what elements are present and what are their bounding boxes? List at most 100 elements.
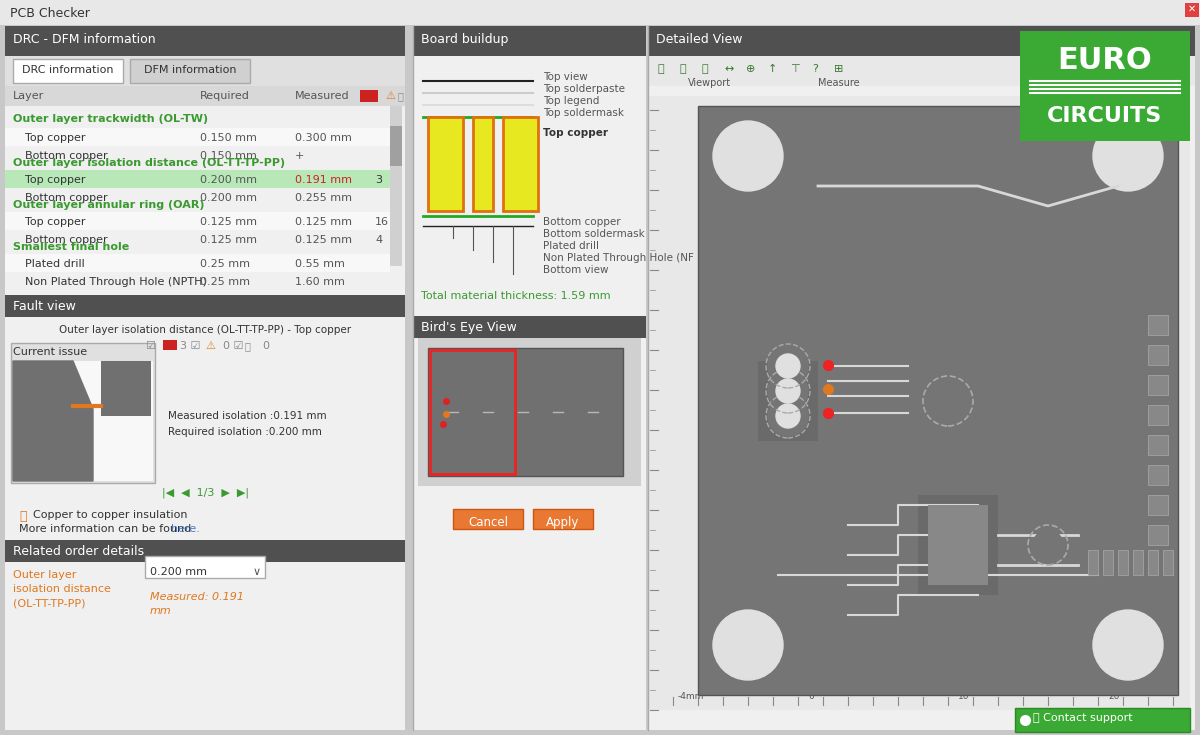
Text: Smallest final hole: Smallest final hole <box>13 242 130 252</box>
Circle shape <box>776 404 800 428</box>
Text: ⊤: ⊤ <box>790 64 799 74</box>
Text: +: + <box>295 151 305 161</box>
Bar <box>454 509 523 529</box>
Circle shape <box>1093 121 1163 191</box>
Bar <box>360 90 378 102</box>
Circle shape <box>776 379 800 403</box>
Bar <box>430 350 515 474</box>
Text: 🔍: 🔍 <box>658 64 665 74</box>
Circle shape <box>713 121 784 191</box>
Text: 0.125 mm: 0.125 mm <box>200 217 257 227</box>
Bar <box>1133 550 1142 575</box>
Text: ☑: ☑ <box>145 341 155 351</box>
Bar <box>1186 3 1199 17</box>
Text: 0.200 mm: 0.200 mm <box>200 175 257 185</box>
Circle shape <box>768 346 808 386</box>
Text: Non Plated Through Hole (NF: Non Plated Through Hole (NF <box>542 253 694 263</box>
Bar <box>5 86 406 106</box>
Text: 0.200 mm: 0.200 mm <box>200 193 257 203</box>
Text: More information can be found: More information can be found <box>19 524 194 534</box>
Bar <box>428 348 623 476</box>
Text: Top copper: Top copper <box>25 175 85 185</box>
Bar <box>698 106 1178 695</box>
Bar <box>648 96 1190 710</box>
Text: ⚠: ⚠ <box>385 91 395 101</box>
Bar <box>5 56 406 86</box>
Text: ∨: ∨ <box>253 567 262 577</box>
Text: Copper to copper insulation: Copper to copper insulation <box>34 510 187 520</box>
Text: ⚠: ⚠ <box>205 341 215 351</box>
Text: 0.125 mm: 0.125 mm <box>200 235 257 245</box>
Bar <box>648 56 1195 86</box>
Text: isolation distance: isolation distance <box>13 584 110 594</box>
Bar <box>130 59 250 83</box>
Bar <box>5 295 406 505</box>
Text: Layer: Layer <box>13 91 44 101</box>
Circle shape <box>1033 530 1063 560</box>
Bar <box>5 128 390 146</box>
Text: 0.150 mm: 0.150 mm <box>200 133 257 143</box>
Text: ↔: ↔ <box>724 64 733 74</box>
Text: Top copper: Top copper <box>25 133 85 143</box>
Bar <box>648 26 1195 56</box>
Text: Bottom copper: Bottom copper <box>25 193 108 203</box>
Bar <box>5 26 406 56</box>
Circle shape <box>768 396 808 436</box>
Text: Bottom soldermask: Bottom soldermask <box>542 229 644 239</box>
Text: 🔍: 🔍 <box>680 64 686 74</box>
Text: |◀  ◀  1/3  ▶  ▶|: |◀ ◀ 1/3 ▶ ▶| <box>162 488 248 498</box>
Text: 0.25 mm: 0.25 mm <box>200 259 250 269</box>
Text: Bottom copper: Bottom copper <box>542 217 620 227</box>
Bar <box>758 361 818 441</box>
Polygon shape <box>13 361 94 481</box>
Bar <box>101 361 151 416</box>
Text: 0.150 mm: 0.150 mm <box>200 151 257 161</box>
Circle shape <box>776 354 800 378</box>
Text: 0: 0 <box>808 692 814 701</box>
Text: 10: 10 <box>958 692 970 701</box>
Text: Top copper: Top copper <box>25 217 85 227</box>
Text: 💡: 💡 <box>19 510 26 523</box>
Circle shape <box>1093 610 1163 680</box>
Bar <box>413 26 646 56</box>
Bar <box>1148 495 1168 515</box>
Text: here.: here. <box>172 524 200 534</box>
Text: 0.200 mm: 0.200 mm <box>150 567 208 577</box>
Bar <box>473 117 493 211</box>
Text: Measured isolation :0.191 mm: Measured isolation :0.191 mm <box>168 411 326 421</box>
Text: Related order details: Related order details <box>13 545 144 558</box>
Bar <box>1148 375 1168 395</box>
Bar <box>1020 31 1190 141</box>
Text: Plated drill: Plated drill <box>542 241 599 251</box>
Bar <box>145 556 265 578</box>
Text: 0 ☑: 0 ☑ <box>223 341 244 351</box>
Text: CIRCUITS: CIRCUITS <box>1048 106 1163 126</box>
Text: ↑: ↑ <box>768 64 778 74</box>
Bar <box>1148 405 1168 425</box>
Text: 16: 16 <box>374 217 389 227</box>
Circle shape <box>928 381 968 421</box>
Bar <box>5 295 406 317</box>
Bar <box>390 106 402 266</box>
Text: Bottom view: Bottom view <box>542 265 608 275</box>
Text: ✕: ✕ <box>1188 4 1196 14</box>
Text: Viewport: Viewport <box>688 78 731 88</box>
Bar <box>5 146 390 164</box>
Bar <box>1148 550 1158 575</box>
Bar <box>13 59 124 83</box>
Bar <box>1118 550 1128 575</box>
Text: Top copper: Top copper <box>542 128 608 138</box>
Bar <box>928 505 988 585</box>
Text: Measured: 0.191: Measured: 0.191 <box>150 592 244 602</box>
Bar <box>0 0 1200 25</box>
Bar <box>390 126 402 166</box>
Text: DRC information: DRC information <box>23 65 114 75</box>
Bar <box>5 230 390 248</box>
Text: 🔍: 🔍 <box>702 64 709 74</box>
Bar <box>5 540 406 562</box>
Bar <box>503 117 538 211</box>
Text: 💬 Contact support: 💬 Contact support <box>1033 713 1133 723</box>
Text: 3: 3 <box>374 175 382 185</box>
Bar <box>428 117 463 211</box>
Bar <box>428 117 463 211</box>
